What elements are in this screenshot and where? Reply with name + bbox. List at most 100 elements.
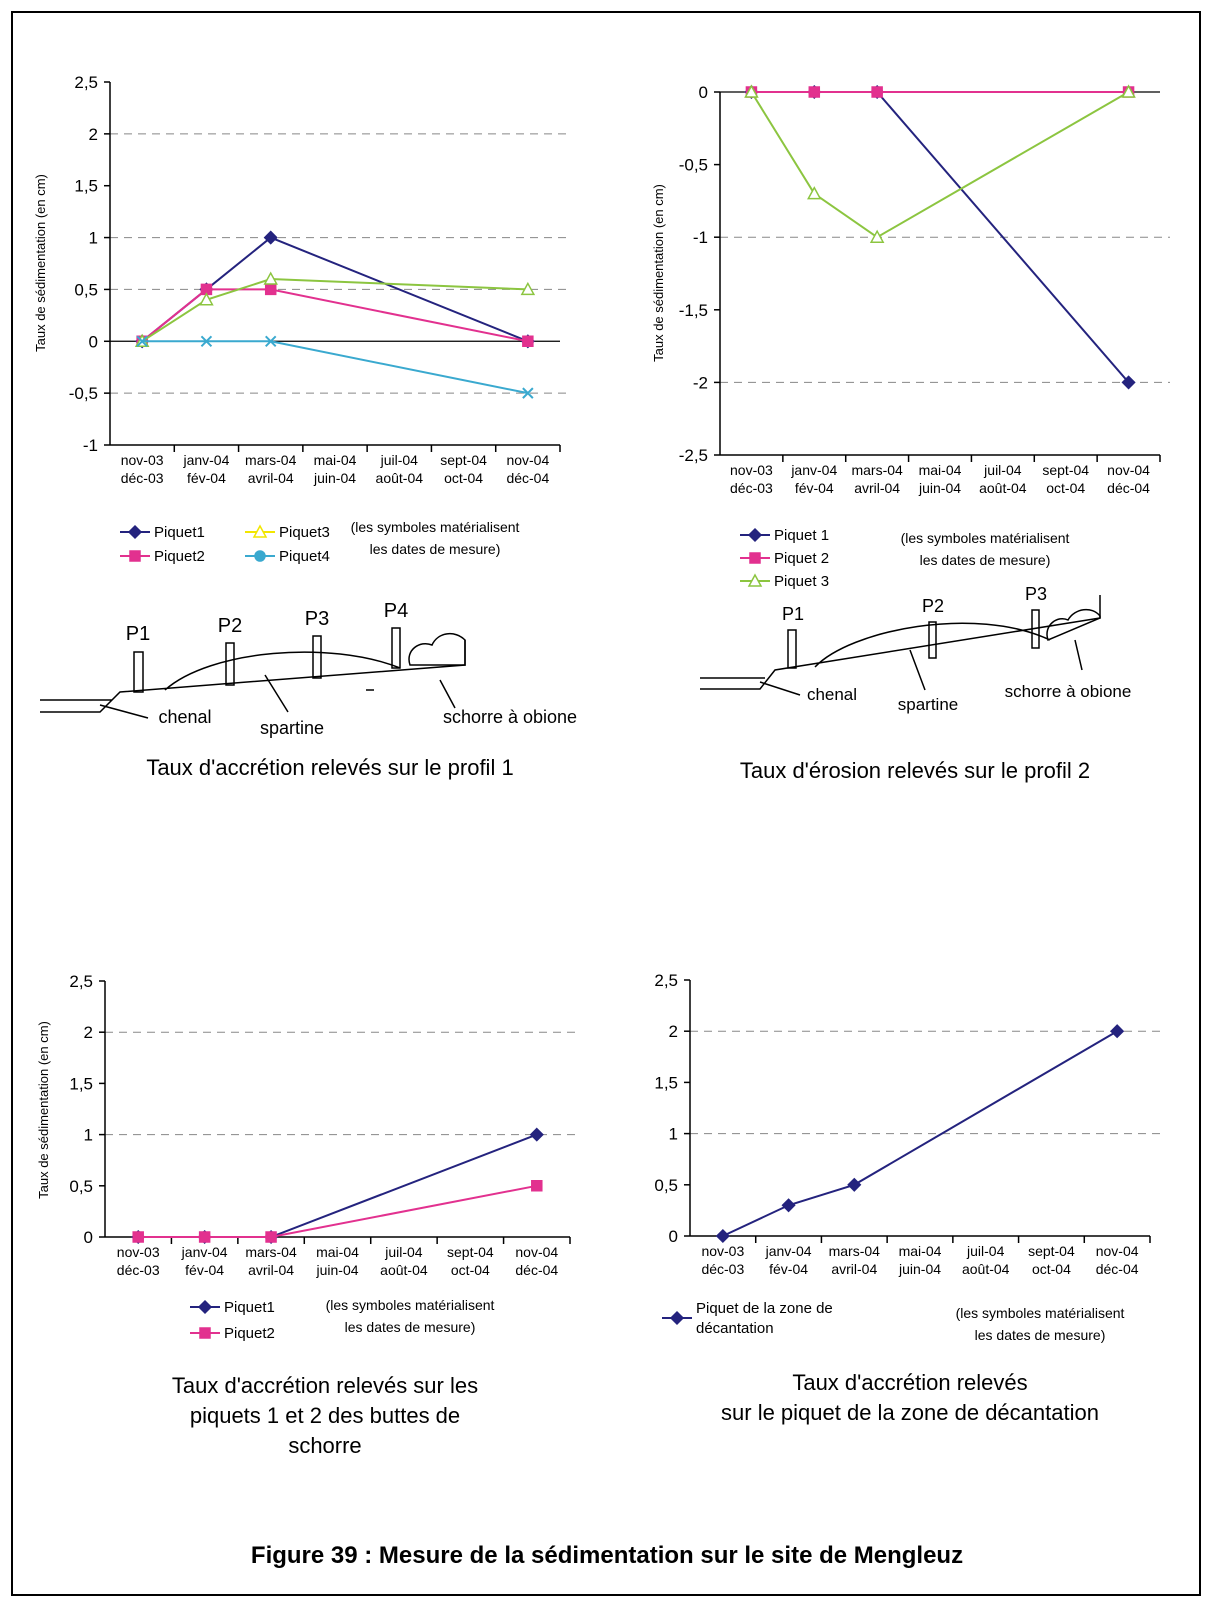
y-axis-label: Taux de sédimentation (en cm)	[36, 1021, 51, 1199]
y-tick-label: 0	[89, 332, 98, 351]
x-tick-label: janv-04 fév-04	[182, 452, 229, 486]
diagram-label: chenal	[158, 707, 211, 727]
figure-title: Figure 39 : Mesure de la sédimentation s…	[251, 1542, 963, 1569]
frame	[11, 11, 1201, 1596]
x-tick-label: nov-03 déc-03	[121, 452, 164, 486]
y-tick-label: -1,5	[679, 301, 708, 320]
legend-label: Piquet3	[279, 524, 330, 541]
marker	[263, 271, 278, 285]
diagram-label: spartine	[260, 718, 324, 738]
y-axis-label: Taux de sédimentation (en cm)	[651, 184, 666, 362]
x-tick-label: nov-04 déc-04	[506, 452, 549, 486]
marker	[520, 281, 536, 296]
x-tick-label: mai-04 juin-04	[898, 1243, 942, 1277]
y-tick-label: 2	[84, 1023, 93, 1042]
marker	[669, 1310, 685, 1326]
marker	[199, 292, 214, 306]
marker	[749, 552, 761, 564]
marker	[252, 524, 268, 538]
marker	[127, 524, 143, 540]
marker	[529, 1127, 544, 1142]
marker	[265, 335, 277, 347]
diagram-label: P2	[922, 596, 944, 616]
y-tick-label: 2,5	[69, 972, 93, 991]
marker	[715, 1228, 730, 1244]
x-tick-label: sept-04 oct-04	[440, 452, 487, 486]
caption: Taux d'accrétion relevés sur le profil 1	[146, 755, 513, 780]
legend-label: Piquet2	[154, 548, 205, 565]
x-tick-label: juil-04 août-04	[962, 1243, 1010, 1277]
x-tick-label: nov-03 déc-03	[117, 1244, 160, 1278]
marker	[744, 84, 759, 98]
marker	[265, 1231, 277, 1243]
legend-label: Piquet 1	[774, 527, 829, 544]
chart: 0 0,5 1 1,5 2 2,5 nov-03 déc-03 janv-04 fév-04 mar…	[654, 971, 1160, 1425]
y-tick-label: 0,5	[654, 1176, 678, 1195]
marker	[808, 86, 821, 98]
marker	[254, 550, 266, 562]
x-tick-label: janv-04 fév-04	[790, 462, 837, 496]
diagram-label: P4	[384, 600, 408, 622]
y-tick-label: 2	[89, 125, 98, 144]
y-tick-label: 2	[669, 1022, 678, 1041]
x-tick-label: juil-04 août-04	[380, 1244, 428, 1278]
marker	[200, 335, 213, 347]
y-tick-label: -2,5	[679, 446, 708, 465]
y-tick-label: -1	[693, 228, 708, 247]
marker	[781, 1198, 796, 1213]
legend-label: Piquet4	[279, 548, 330, 565]
series-line	[142, 340, 529, 395]
x-tick-label: mars-04 avril-04	[245, 452, 297, 486]
y-tick-label: 1,5	[74, 177, 98, 196]
diagram-label: P3	[305, 608, 329, 630]
x-tick-label: mai-04 juin-04	[315, 1244, 359, 1278]
note: (les symboles matérialisent les dates de …	[901, 530, 1070, 568]
legend-label: Piquet2	[224, 1325, 275, 1342]
marker	[132, 1231, 144, 1243]
marker	[1110, 1024, 1125, 1039]
x-tick-label: mars-04 avril-04	[245, 1244, 297, 1278]
y-tick-label: -1	[83, 436, 98, 455]
y-tick-label: 0	[699, 83, 708, 102]
x-tick-label: nov-03 déc-03	[701, 1243, 744, 1277]
y-tick-label: -0,5	[679, 156, 708, 175]
marker	[200, 283, 213, 296]
marker	[869, 229, 885, 243]
marker	[199, 1327, 211, 1339]
x-tick-label: mars-04 avril-04	[851, 462, 903, 496]
x-tick-label: sept-04 oct-04	[1028, 1243, 1075, 1277]
diagram-label: chenal	[807, 685, 857, 704]
x-tick-label: nov-04 déc-04	[515, 1244, 558, 1278]
x-tick-label: janv-04 fév-04	[765, 1243, 812, 1277]
legend-label: Piquet 2	[774, 550, 829, 567]
profile-diagram: P1 P2 P3 chenal spartine schorre à obion…	[700, 584, 1131, 714]
marker	[263, 230, 278, 245]
profile-diagram: P1 P2 P3 P4 chenal spartine schorre à ob…	[40, 600, 577, 738]
series-line	[141, 278, 528, 343]
x-tick-label: nov-04 déc-04	[1096, 1243, 1139, 1277]
marker	[198, 1231, 211, 1243]
chart: -1 -0,5 0 0,5 1 1,5 2 2,5 nov-03 déc-03 janv-04 fév…	[33, 73, 570, 780]
marker	[1121, 84, 1136, 98]
series-line	[750, 91, 1130, 239]
chart: 0 0,5 1 1,5 2 2,5 nov-03 déc-03 janv-04 fév-04 mar…	[36, 972, 580, 1458]
y-tick-label: 2,5	[74, 73, 98, 92]
y-tick-label: 1,5	[69, 1074, 93, 1093]
caption: Taux d'érosion relevés sur le profil 2	[740, 758, 1090, 783]
y-tick-label: 1,5	[654, 1073, 678, 1092]
diagram-label: P2	[218, 615, 242, 637]
y-tick-label: -0,5	[69, 384, 98, 403]
y-tick-label: 0	[669, 1227, 678, 1246]
marker	[197, 1299, 213, 1315]
marker	[522, 335, 534, 348]
diagram-label: schorre à obione	[443, 707, 577, 727]
y-tick-label: 0,5	[69, 1177, 93, 1196]
x-tick-label: mars-04 avril-04	[829, 1243, 881, 1277]
diagram-label: spartine	[898, 695, 958, 714]
x-tick-label: sept-04 oct-04	[1042, 462, 1089, 496]
x-tick-label: janv-04 fév-04	[181, 1244, 228, 1278]
marker	[871, 86, 883, 98]
diagram-label: P3	[1025, 584, 1047, 604]
